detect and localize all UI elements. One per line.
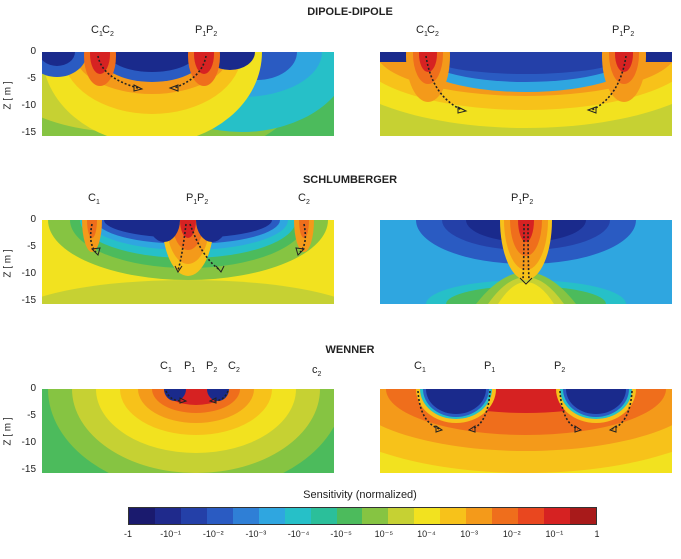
ytick-0-row1: 0 bbox=[30, 46, 36, 57]
sensitivity-map-dipole-left bbox=[42, 52, 334, 136]
ytick-0-row2: 0 bbox=[30, 214, 36, 225]
colorbar-ticks: -1 -10⁻¹ -10⁻² -10⁻³ -10⁻⁴ -10⁻⁵ 10⁻⁵ 10⁻⁴ 10⁻³ 1… bbox=[124, 529, 600, 543]
ytick-0-row3: 0 bbox=[30, 383, 36, 394]
colorbar-tick-label: 10⁻⁵ bbox=[374, 529, 394, 539]
ytick-10-row3: -10 bbox=[21, 437, 36, 448]
colorbar-tick-label: 10⁻² bbox=[502, 529, 521, 539]
electrode-p1-dipole-left: P1 bbox=[195, 24, 207, 39]
colorbar-swatch bbox=[232, 508, 259, 524]
colorbar-tick-label: -10⁻² bbox=[202, 529, 224, 539]
colorbar-swatch bbox=[206, 508, 233, 524]
title-schlumberger: SCHLUMBERGER bbox=[302, 174, 398, 186]
colorbar bbox=[128, 507, 597, 525]
ytick-15-row1: -15 bbox=[21, 127, 36, 138]
colorbar-swatch bbox=[362, 508, 389, 524]
colorbar-swatch bbox=[258, 508, 285, 524]
y-axis-label-dipole: Z [ m ] bbox=[2, 81, 14, 110]
colorbar-tick-label: 10⁻³ bbox=[460, 529, 478, 539]
sensitivity-map-schlumberger-right bbox=[380, 220, 672, 304]
panel-wenner-right bbox=[380, 389, 672, 473]
colorbar-tick-label: 1 bbox=[594, 529, 600, 539]
electrode-p1-schlumberger-left: P1 bbox=[186, 192, 198, 207]
ytick-5-row2: -5 bbox=[27, 241, 36, 252]
electrode-c1-wenner-left: C1 bbox=[160, 360, 172, 375]
ytick-5-row1: -5 bbox=[27, 73, 36, 84]
electrode-p2-schlumberger-left: P2 bbox=[197, 192, 209, 207]
electrode-c1-schlumberger-left: C1 bbox=[88, 192, 100, 207]
ytick-15-row3: -15 bbox=[21, 464, 36, 475]
ytick-10-row1: -10 bbox=[21, 100, 36, 111]
panel-schlumberger-right bbox=[380, 220, 672, 304]
colorbar-swatch bbox=[569, 508, 596, 524]
colorbar-tick-label: 10⁻¹ bbox=[545, 529, 564, 539]
colorbar-tick-label: -1 bbox=[123, 529, 133, 539]
colorbar-tick-label: -10⁻³ bbox=[245, 529, 267, 539]
ytick-15-row2: -15 bbox=[21, 295, 36, 306]
colorbar-swatch bbox=[388, 508, 415, 524]
colorbar-swatch bbox=[129, 508, 155, 524]
colorbar-swatch bbox=[284, 508, 311, 524]
y-axis-label-wenner: Z [ m ] bbox=[2, 417, 14, 446]
electrode-c1-wenner-right: C1 bbox=[414, 360, 426, 375]
y-axis-label-schlumberger: Z [ m ] bbox=[2, 249, 14, 278]
colorbar-swatch bbox=[440, 508, 467, 524]
electrode-p2-dipole-right: P2 bbox=[623, 24, 635, 39]
title-dipole-dipole: DIPOLE-DIPOLE bbox=[307, 6, 393, 18]
sensitivity-map-dipole-right bbox=[380, 52, 672, 136]
colorbar-swatch bbox=[336, 508, 363, 524]
colorbar-swatch bbox=[544, 508, 570, 524]
electrode-c2-wenner-left: C2 bbox=[228, 360, 240, 375]
ytick-5-row3: -5 bbox=[27, 410, 36, 421]
colorbar-tick-label: -10⁻⁴ bbox=[287, 529, 310, 539]
colorbar-tick-label: 10⁻⁴ bbox=[417, 529, 436, 539]
colorbar-swatch bbox=[466, 508, 493, 524]
electrode-p1-schlumberger-right: P1 bbox=[511, 192, 523, 207]
sensitivity-map-wenner-left bbox=[42, 389, 334, 473]
electrode-p2-wenner-right: P2 bbox=[554, 360, 566, 375]
panel-dipole-right bbox=[380, 52, 672, 136]
colorbar-swatch bbox=[310, 508, 337, 524]
panel-wenner-left bbox=[42, 389, 334, 473]
sensitivity-map-wenner-right bbox=[380, 389, 672, 473]
electrode-c2-wenner-left-far: c2 bbox=[312, 364, 322, 379]
electrode-c1-dipole-right: C1 bbox=[416, 24, 428, 39]
colorbar-tick-label: -10⁻¹ bbox=[160, 529, 182, 539]
title-wenner: WENNER bbox=[325, 344, 375, 356]
electrode-p2-wenner-left: P2 bbox=[206, 360, 218, 375]
colorbar-swatch bbox=[154, 508, 181, 524]
electrode-p1-wenner-right: P1 bbox=[484, 360, 496, 375]
colorbar-swatches bbox=[129, 508, 596, 524]
colorbar-swatch bbox=[518, 508, 544, 524]
colorbar-swatch bbox=[414, 508, 441, 524]
colorbar-title: Sensitivity (normalized) bbox=[303, 489, 417, 501]
electrode-p2-dipole-left: P2 bbox=[206, 24, 218, 39]
ytick-10-row2: -10 bbox=[21, 268, 36, 279]
electrode-c1-dipole-left: C1 bbox=[91, 24, 103, 39]
electrode-c2-schlumberger-left: C2 bbox=[298, 192, 310, 207]
electrode-p1-dipole-right: P1 bbox=[612, 24, 624, 39]
colorbar-tick-label: -10⁻⁵ bbox=[330, 529, 352, 539]
electrode-c2-dipole-left: C2 bbox=[102, 24, 114, 39]
colorbar-swatch bbox=[180, 508, 207, 524]
colorbar-swatch bbox=[492, 508, 519, 524]
electrode-c2-dipole-right: C2 bbox=[427, 24, 439, 39]
panel-dipole-left bbox=[42, 52, 334, 136]
electrode-p2-schlumberger-right: P2 bbox=[522, 192, 534, 207]
sensitivity-map-schlumberger-left bbox=[42, 220, 334, 304]
electrode-p1-wenner-left: P1 bbox=[184, 360, 196, 375]
panel-schlumberger-left bbox=[42, 220, 334, 304]
